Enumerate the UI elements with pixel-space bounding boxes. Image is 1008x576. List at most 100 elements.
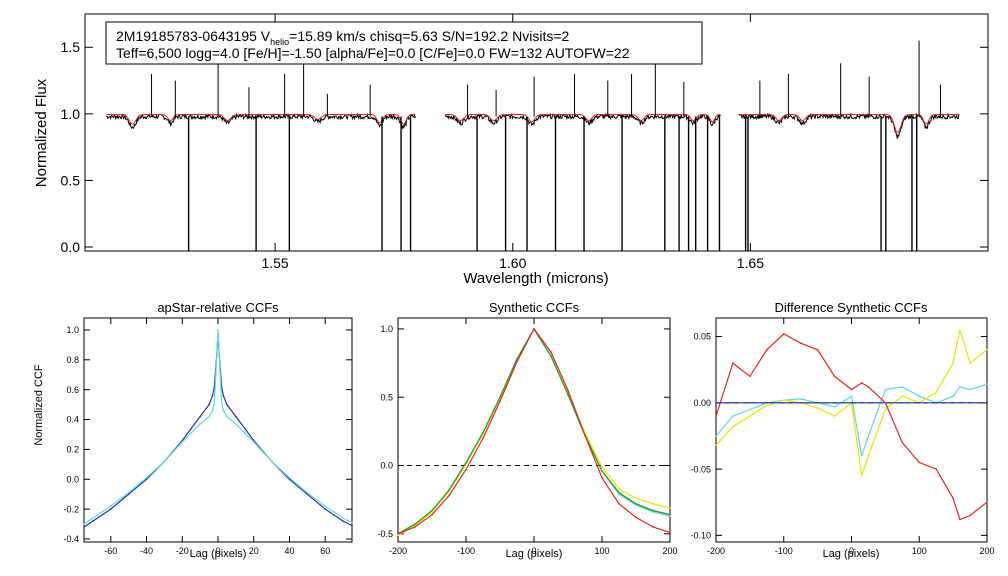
synthetic-ccf-point-synthetic-3 xyxy=(499,396,501,399)
info-box-line2: Teff=6,500 logg=4.0 [Fe/H]=-1.50 [alpha/… xyxy=(116,45,630,61)
apstar-ccf-point-visit-1 xyxy=(199,415,201,418)
difference-ccf-panel: -200 -100 0 100 200 -0.10 -0.05 0.00 0.05 Differ… xyxy=(690,300,994,560)
apstar-ccf-axes-frame xyxy=(83,317,353,543)
difference-ccf-point-synthetic-3 xyxy=(952,402,954,404)
synthetic-ccf-point-synthetic-3 xyxy=(414,523,416,525)
synthetic-ccf-y-tick-label: 0.5 xyxy=(380,392,393,402)
synthetic-ccf-point-synthetic-2 xyxy=(669,507,671,509)
info-box-line1-subscript: helio xyxy=(270,37,289,47)
synthetic-ccf-point-synthetic-2 xyxy=(618,487,620,490)
synthetic-ccf-x-tick-label: 200 xyxy=(662,546,677,556)
apstar-ccf-point-visit-2 xyxy=(217,329,219,331)
difference-ccf-point-synthetic-3 xyxy=(783,402,785,404)
spectrum-x-axis-label: Wavelength (microns) xyxy=(463,270,608,287)
synthetic-ccf-point-difference xyxy=(448,494,450,497)
synthetic-ccf-point-synthetic-3 xyxy=(431,509,433,512)
synthetic-ccf-point-synthetic-1 xyxy=(618,493,620,496)
difference-ccf-point-synthetic-1 xyxy=(918,395,921,398)
synthetic-ccf-y-tick-label: -0.5 xyxy=(377,529,393,539)
synthetic-ccf-point-difference xyxy=(482,437,484,440)
apstar-ccf-ticks: -60 -40 -20 0 20 40 60 -0.4 -0.2 0.0 0.2 0.4 0.6 0.8 1… xyxy=(63,318,352,556)
synthetic-ccf-point-synthetic-3 xyxy=(618,492,620,494)
difference-ccf-point-synthetic-1 xyxy=(732,415,734,417)
synthetic-ccf-point-difference xyxy=(584,434,586,437)
apstar-ccf-point-visit-1 xyxy=(127,493,130,496)
apstar-ccf-y-tick-label: -0.2 xyxy=(63,504,79,514)
synthetic-ccf-point-synthetic-2 xyxy=(601,466,603,468)
difference-ccf-series xyxy=(715,329,988,521)
spectrum-y-axis-label: Normalized Flux xyxy=(33,78,50,187)
difference-ccf-point-synthetic-2 xyxy=(969,362,971,364)
synthetic-ccf-point-difference xyxy=(414,526,416,528)
synthetic-ccf-x-tick-label: -100 xyxy=(457,546,475,556)
difference-ccf-point-difference xyxy=(986,501,988,504)
synthetic-ccf-point-synthetic-2 xyxy=(652,503,654,505)
apstar-ccf-point-visit-2 xyxy=(219,366,221,369)
apstar-ccf-point-visit-1 xyxy=(235,415,237,418)
apstar-ccf-point-visit-2 xyxy=(351,521,353,524)
difference-ccf-point-synthetic-1 xyxy=(884,388,887,391)
difference-ccf-point-synthetic-3 xyxy=(749,402,751,404)
apstar-ccf-series-visit-1 xyxy=(83,334,353,528)
difference-ccf-point-synthetic-2 xyxy=(952,362,954,364)
difference-ccf-point-synthetic-3 xyxy=(969,402,971,404)
spectrum-y-tick-label: 0.5 xyxy=(61,172,81,188)
apstar-ccf-point-visit-1 xyxy=(110,508,112,510)
synthetic-ccf-point-synthetic-3 xyxy=(652,509,654,512)
info-box-line1: 2M19185783-0643195 Vhelio=15.89 km/s chi… xyxy=(116,28,570,47)
difference-ccf-point-synthetic-1 xyxy=(986,383,988,386)
difference-ccf-point-synthetic-3 xyxy=(901,402,904,404)
apstar-ccf-x-tick-label: -60 xyxy=(104,546,117,556)
synthetic-ccf-point-difference xyxy=(499,400,501,403)
apstar-ccf-x-tick-label: 0 xyxy=(215,546,220,556)
difference-ccf-point-difference xyxy=(799,342,802,345)
synthetic-ccf-x-tick-label: -200 xyxy=(389,546,407,556)
difference-ccf-point-synthetic-2 xyxy=(715,444,717,447)
observed-spectrum-line xyxy=(738,112,960,139)
difference-ccf-point-difference xyxy=(732,362,734,364)
spectrum-y-tick-label: 0.0 xyxy=(61,239,81,255)
difference-ccf-point-synthetic-1 xyxy=(749,408,751,411)
difference-ccf-point-difference xyxy=(860,382,863,384)
synthetic-ccf-point-difference xyxy=(652,526,654,528)
difference-ccf-point-synthetic-3 xyxy=(867,402,870,404)
apstar-ccf-point-visit-2 xyxy=(306,491,309,494)
difference-ccf-point-synthetic-2 xyxy=(860,474,863,477)
difference-ccf-point-synthetic-3 xyxy=(715,402,717,404)
difference-ccf-point-synthetic-2 xyxy=(867,455,870,457)
difference-ccf-y-tick-label: -0.05 xyxy=(690,464,711,474)
apstar-ccf-point-visit-1 xyxy=(208,403,210,406)
apstar-ccf-y-tick-label: 0.0 xyxy=(66,474,79,484)
synthetic-ccf-point-synthetic-3 xyxy=(550,355,552,358)
difference-ccf-y-tick-label: -0.10 xyxy=(690,531,711,541)
apstar-ccf-point-visit-1 xyxy=(83,526,85,528)
apstar-ccf-point-visit-1 xyxy=(351,524,353,527)
synthetic-ccf-point-difference xyxy=(550,351,552,353)
model-spectrum-line xyxy=(445,114,721,123)
apstar-ccf-series-visit-2 xyxy=(83,329,353,525)
difference-ccf-x-tick-label: 200 xyxy=(979,546,994,556)
apstar-ccf-point-visit-2 xyxy=(342,517,344,519)
synthetic-ccf-point-synthetic-3 xyxy=(669,513,671,516)
difference-ccf-point-synthetic-1 xyxy=(901,386,904,388)
info-box-line1-prefix: 2M19185783-0643195 V xyxy=(116,28,271,44)
apstar-ccf-point-visit-1 xyxy=(306,493,309,496)
difference-ccf-axes-frame xyxy=(715,317,988,543)
spectrum-x-tick-label: 1.60 xyxy=(499,255,526,271)
difference-ccf-point-difference xyxy=(715,415,717,417)
difference-ccf-ticks: -200 -100 0 100 200 -0.10 -0.05 0.00 0.05 xyxy=(690,318,995,556)
difference-ccf-point-synthetic-3 xyxy=(732,402,734,404)
difference-ccf-point-difference xyxy=(816,349,819,351)
synthetic-ccf-series-synthetic-3 xyxy=(397,327,671,535)
difference-ccf-point-synthetic-3 xyxy=(986,402,988,404)
apstar-ccf-point-visit-1 xyxy=(222,394,225,397)
apstar-ccf-point-visit-2 xyxy=(324,505,327,508)
difference-ccf-point-difference xyxy=(867,386,870,388)
synthetic-ccf-series xyxy=(397,327,671,536)
apstar-ccf-point-visit-2 xyxy=(220,400,223,403)
difference-ccf-point-synthetic-2 xyxy=(749,415,751,417)
synthetic-ccf-point-synthetic-1 xyxy=(652,511,654,513)
apstar-ccf-x-tick-label: -40 xyxy=(140,546,153,556)
difference-ccf-point-synthetic-2 xyxy=(766,404,768,407)
